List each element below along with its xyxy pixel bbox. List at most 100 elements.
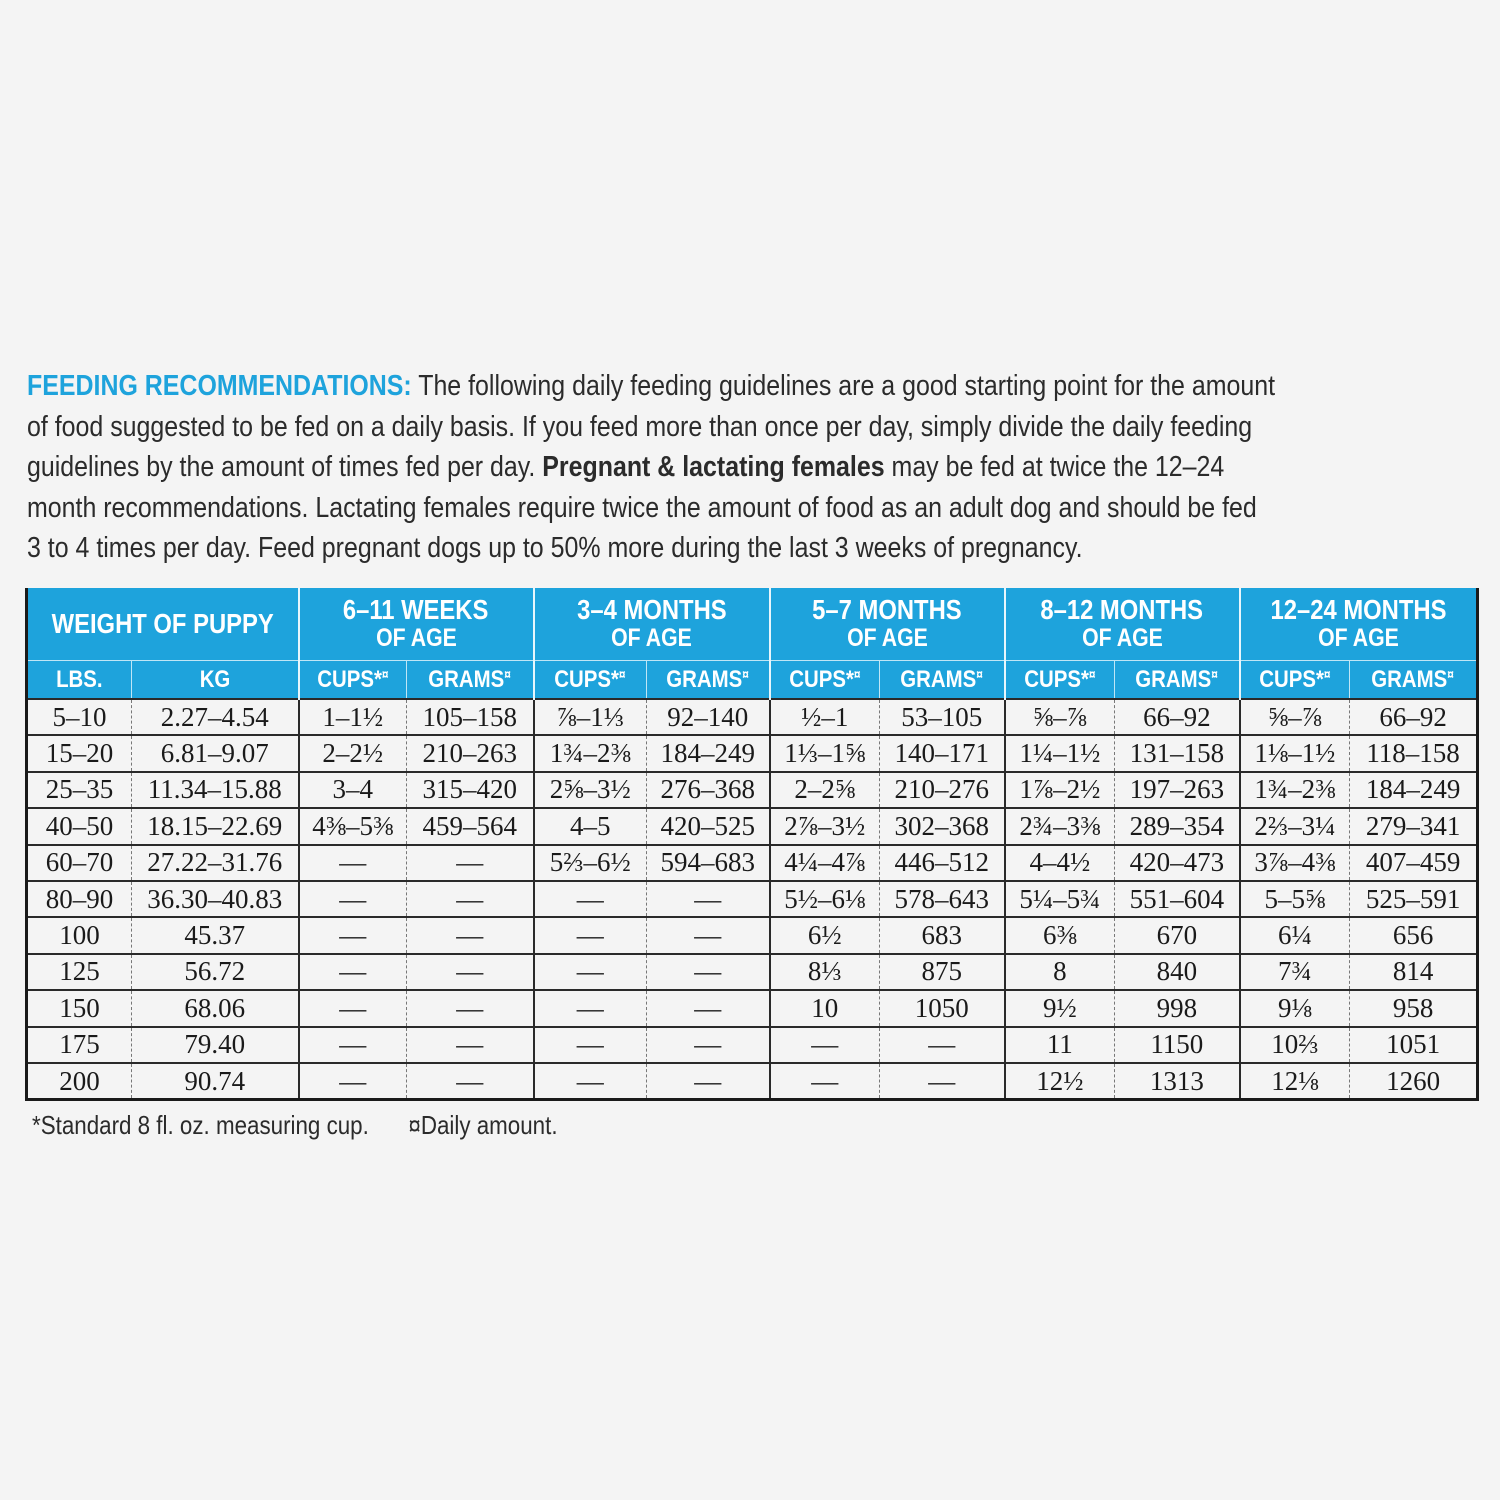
table-cell: 3⅞–4⅜ bbox=[1238, 843, 1350, 881]
table-cell: 525–591 bbox=[1349, 879, 1478, 918]
table-cell: 45.37 bbox=[130, 916, 299, 954]
table-cell: 68.06 bbox=[130, 989, 299, 1027]
table-cell: — bbox=[406, 989, 534, 1027]
cups-header: CUPS*¤ bbox=[532, 660, 647, 699]
table-cell: 6.81–9.07 bbox=[130, 734, 299, 772]
table-cell: 131–158 bbox=[1114, 734, 1240, 772]
table-cell: 18.15–22.69 bbox=[130, 807, 299, 845]
lbs-header: LBS. bbox=[26, 660, 132, 699]
feeding-recommendations-text: FEEDING RECOMMENDATIONS: The following d… bbox=[27, 366, 1477, 569]
table-cell: 420–525 bbox=[646, 807, 770, 845]
table-cell: 210–263 bbox=[406, 734, 534, 772]
age-group-subtitle: OF AGE bbox=[1081, 624, 1163, 652]
table-cell: 1313 bbox=[1114, 1061, 1240, 1100]
table-cell: 315–420 bbox=[406, 770, 534, 809]
table-cell: 118–158 bbox=[1349, 734, 1478, 772]
table-cell: 1–1½ bbox=[297, 697, 407, 736]
age-group-title: 5–7 MONTHS bbox=[812, 594, 962, 625]
table-cell: 1150 bbox=[1114, 1025, 1240, 1063]
intro-line: 3 to 4 times per day. Feed pregnant dogs… bbox=[27, 528, 1274, 569]
table-cell: 814 bbox=[1349, 952, 1478, 991]
footnotes: *Standard 8 fl. oz. measuring cup. ¤Daily… bbox=[32, 1110, 558, 1141]
body-text: 3 to 4 times per day. Feed pregnant dogs… bbox=[27, 532, 1083, 565]
table-cell: — bbox=[646, 952, 770, 991]
table-cell: 5–5⅝ bbox=[1238, 879, 1350, 918]
table-cell: 125 bbox=[26, 952, 132, 991]
age-group-header: 6–11 WEEKS OF AGE bbox=[297, 588, 534, 661]
section-heading: FEEDING RECOMMENDATIONS: bbox=[27, 370, 412, 402]
table-cell: 459–564 bbox=[406, 807, 534, 845]
table-cell: 5½–6⅛ bbox=[768, 879, 880, 918]
table-row: 40–50 18.15–22.69 4⅜–5⅜ 459–564 4–5 420–525 2⅞… bbox=[26, 807, 1478, 845]
table-cell: 10⅔ bbox=[1238, 1025, 1350, 1063]
table-cell: — bbox=[297, 879, 407, 918]
table-cell: 2.27–4.54 bbox=[130, 697, 299, 736]
table-cell: 446–512 bbox=[879, 843, 1005, 881]
table-cell: — bbox=[532, 1025, 647, 1063]
table-cell: 4–4½ bbox=[1003, 843, 1115, 881]
table-cell: 25–35 bbox=[26, 770, 132, 809]
body-text: may be fed at twice the 12–24 bbox=[884, 451, 1225, 484]
table-cell: 5⅔–6½ bbox=[532, 843, 647, 881]
table-row: 200 90.74— — — — — —12½ 1313 12⅛ 1260 bbox=[26, 1061, 1478, 1100]
table-cell: — bbox=[768, 1061, 880, 1100]
age-group-subtitle: OF AGE bbox=[611, 624, 692, 652]
table-cell: ½–1 bbox=[768, 697, 880, 736]
table-cell: 840 bbox=[1114, 952, 1240, 991]
body-text: of food suggested to be fed on a daily b… bbox=[27, 410, 1253, 443]
table-cell: — bbox=[532, 952, 647, 991]
table-cell: 100 bbox=[26, 916, 132, 954]
age-group-subtitle: OF AGE bbox=[1317, 624, 1399, 652]
intro-line: of food suggested to be fed on a daily b… bbox=[27, 407, 1274, 448]
table-cell: 53–105 bbox=[879, 697, 1005, 736]
table-cell: — bbox=[406, 1025, 534, 1063]
table-cell: 2⅞–3½ bbox=[768, 807, 880, 845]
cups-header: CUPS*¤ bbox=[1003, 660, 1115, 699]
table-cell: — bbox=[406, 1061, 534, 1100]
table-row: 150 68.06— — — —10 1050 9½ 998 9⅛ 958 bbox=[26, 989, 1478, 1027]
table-cell: 210–276 bbox=[879, 770, 1005, 809]
table-cell: 9½ bbox=[1003, 989, 1115, 1027]
table-cell: 670 bbox=[1114, 916, 1240, 954]
table-cell: 594–683 bbox=[646, 843, 770, 881]
table-row: 25–35 11.34–15.88 3–4 315–420 2⅝–3½ 276–368 2–… bbox=[26, 770, 1478, 809]
table-cell: 200 bbox=[26, 1061, 132, 1100]
table-cell: — bbox=[646, 879, 770, 918]
table-cell: — bbox=[406, 879, 534, 918]
table-cell: 420–473 bbox=[1114, 843, 1240, 881]
table-cell: 6½ bbox=[768, 916, 880, 954]
table-cell: 66–92 bbox=[1114, 697, 1240, 736]
table-cell: 6⅜ bbox=[1003, 916, 1115, 954]
table-cell: 5–10 bbox=[26, 697, 132, 736]
age-group-subtitle: OF AGE bbox=[375, 624, 457, 652]
table-cell: 3–4 bbox=[297, 770, 407, 809]
table-cell: 184–249 bbox=[646, 734, 770, 772]
grams-header: GRAMS¤ bbox=[1114, 660, 1240, 699]
age-group-subtitle: OF AGE bbox=[846, 624, 928, 652]
table-cell: 56.72 bbox=[130, 952, 299, 991]
intro-line: guidelines by the amount of times fed pe… bbox=[27, 447, 1274, 488]
table-cell: 8⅓ bbox=[768, 952, 880, 991]
table-cell: 1⅛–1½ bbox=[1238, 734, 1350, 772]
table-cell: 656 bbox=[1349, 916, 1478, 954]
table-row: 100 45.37— — — —6½ 683 6⅜ 670 6¼ 656 bbox=[26, 916, 1478, 954]
table-cell: 551–604 bbox=[1114, 879, 1240, 918]
table-cell: — bbox=[297, 916, 407, 954]
weight-of-puppy-header: WEIGHT OF PUPPY bbox=[26, 588, 299, 661]
table-cell: 140–171 bbox=[879, 734, 1005, 772]
table-row: 5–10 2.27–4.54 1–1½ 105–158 ⅞–1⅓ 92–140 ½–1 53–… bbox=[26, 697, 1478, 736]
table-cell: — bbox=[646, 1025, 770, 1063]
table-cell: 7¾ bbox=[1238, 952, 1350, 991]
age-group-title: 8–12 MONTHS bbox=[1040, 594, 1204, 625]
table-cell: 66–92 bbox=[1349, 697, 1478, 736]
table-cell: 8 bbox=[1003, 952, 1115, 991]
table-cell: 9⅛ bbox=[1238, 989, 1350, 1027]
body-text: The following daily feeding guidelines a… bbox=[411, 370, 1276, 402]
table-cell: — bbox=[297, 1061, 407, 1100]
table-cell: 1050 bbox=[879, 989, 1005, 1027]
table-row: 15–20 6.81–9.07 2–2½ 210–263 1¾–2⅜ 184–249 1⅓–… bbox=[26, 734, 1478, 772]
table-cell: — bbox=[532, 916, 647, 954]
table-cell: — bbox=[406, 952, 534, 991]
table-cell: 407–459 bbox=[1349, 843, 1478, 881]
age-group-title: 6–11 WEEKS bbox=[343, 594, 489, 625]
